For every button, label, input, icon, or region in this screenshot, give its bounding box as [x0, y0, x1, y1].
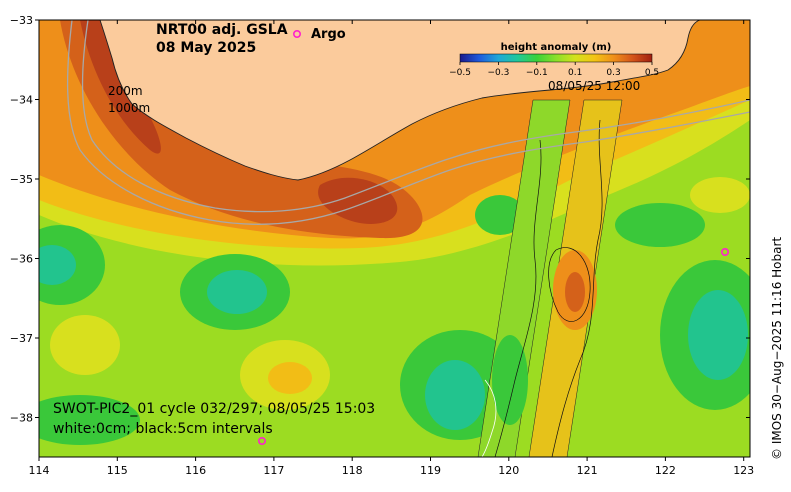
y-tick-label: −38 [10, 412, 33, 425]
map-title-line2: 08 May 2025 [156, 40, 256, 56]
plot-frame [38, 19, 751, 458]
cool-eddy-mid [475, 195, 525, 235]
x-tick-label: 114 [29, 464, 50, 477]
swot-contour-2 [551, 119, 603, 457]
x-tick-label: 119 [420, 464, 441, 477]
warm-patch-west [50, 315, 120, 375]
colorbar-tick-label: 0.1 [568, 68, 582, 78]
x-tick-label: 121 [577, 464, 598, 477]
y-tick-label: −35 [10, 173, 33, 186]
credit-text: © IMOS 30−Aug−2025 11:16 Hobart [770, 237, 784, 460]
coastline [99, 20, 701, 181]
argo-float [257, 436, 266, 445]
colorbar-title: height anomaly (m) [501, 42, 612, 53]
swot-contour-4 [481, 379, 497, 457]
x-tick-label: 116 [185, 464, 206, 477]
cool-eddy-east-core [688, 290, 748, 380]
x-tick-label: 118 [342, 464, 363, 477]
swot-eddy-warm-core [565, 272, 585, 312]
x-tick-label: 117 [263, 464, 284, 477]
warm-core-red [80, 20, 161, 154]
swot-contour-3 [548, 247, 591, 322]
isobath-label-1000m: 1000m [108, 101, 150, 115]
colorbar-tick-label: 0.3 [606, 68, 620, 78]
swot-contour-1 [494, 139, 542, 457]
y-tick-label: −34 [10, 94, 33, 107]
y-tick-label: −33 [10, 14, 33, 27]
y-tick-label: −36 [10, 253, 33, 266]
cool-patch-ne [615, 203, 705, 247]
warm-patch-ne [690, 177, 750, 213]
colorbar [459, 53, 653, 63]
cool-eddy-west-core [39, 245, 76, 285]
cool-eddy-center-core [207, 270, 267, 314]
swath-timestamp: 08/05/25 12:00 [548, 79, 640, 93]
colorbar-tick-label: −0.1 [526, 68, 548, 78]
colorbar-tick-label: −0.3 [487, 68, 509, 78]
x-tick-label: 115 [107, 464, 128, 477]
isobath-1000m [66, 20, 750, 225]
argo-float [720, 248, 729, 257]
swot-caption-line1: SWOT-PIC2_01 cycle 032/297; 08/05/25 15:… [53, 401, 375, 417]
cool-eddy-south-core [425, 360, 485, 430]
isobath-label-200m: 200m [108, 84, 143, 98]
swot-caption-line2: white:0cm; black:5cm intervals [53, 421, 273, 437]
swot-eddy-cool [492, 335, 528, 425]
colorbar-tick-label: −0.5 [449, 68, 471, 78]
x-tick-label: 123 [733, 464, 754, 477]
map-plot-area [39, 20, 750, 457]
x-tick-label: 122 [655, 464, 676, 477]
y-tick-label: −37 [10, 332, 33, 345]
argo-legend-marker [292, 29, 301, 38]
warm-patch-south-core [268, 362, 312, 394]
swot-swath [477, 99, 623, 457]
cool-patch-sw [39, 395, 140, 445]
colorbar-tick-label: 0.5 [645, 68, 659, 78]
argo-legend-label: Argo [311, 27, 346, 42]
map-title-line1: NRT00 adj. GSLA [156, 22, 288, 38]
x-tick-label: 120 [498, 464, 519, 477]
isobath-200m [81, 20, 750, 213]
